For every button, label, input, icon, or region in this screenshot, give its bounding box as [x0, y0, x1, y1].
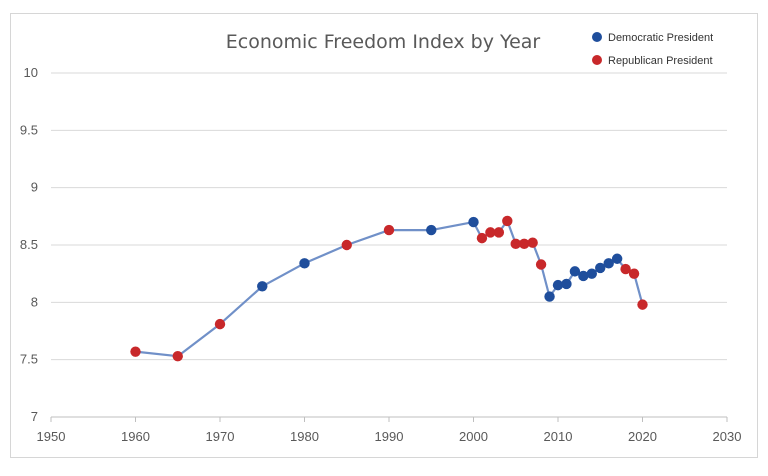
data-point-republican: [510, 238, 521, 250]
x-tick-label: 2000: [459, 429, 488, 444]
legend-label-democratic: Democratic President: [608, 32, 713, 44]
data-point-republican: [519, 238, 530, 250]
data-point-democratic: [578, 270, 589, 282]
y-tick-label: 9.5: [20, 122, 38, 137]
data-point-republican: [502, 215, 513, 227]
series: [130, 215, 648, 362]
data-point-republican: [172, 351, 183, 362]
chart-title: Economic Freedom Index by Year: [226, 31, 541, 53]
data-point-republican: [535, 259, 547, 270]
data-point-republican: [130, 346, 141, 357]
legend: Democratic President Republican Presiden…: [592, 32, 713, 67]
data-point-democratic: [544, 291, 555, 302]
data-point-democratic: [299, 258, 310, 269]
data-point-republican: [493, 227, 505, 238]
x-tick-label: 1960: [121, 429, 150, 444]
data-point-republican: [620, 263, 631, 275]
data-point-democratic: [468, 216, 479, 228]
data-point-democratic: [569, 266, 581, 277]
y-tick-label: 8: [31, 294, 38, 309]
x-tick-label: 1980: [290, 429, 319, 444]
y-tick-label: 7.5: [20, 352, 38, 367]
data-point-republican: [341, 239, 352, 251]
data-point-republican: [637, 299, 648, 310]
data-point-republican: [476, 232, 488, 244]
x-tick-label: 2010: [544, 429, 573, 444]
y-tick-label: 9: [31, 180, 38, 195]
data-point-republican: [527, 237, 538, 248]
data-point-democratic: [586, 268, 597, 279]
data-point-democratic: [595, 262, 606, 274]
x-tick-label: 2020: [628, 429, 657, 444]
y-tick-label: 7: [31, 409, 38, 424]
data-point-republican: [214, 318, 226, 330]
x-tick-label: 2030: [713, 429, 742, 444]
x-tick-label: 1950: [37, 429, 66, 444]
x-tick-label: 1990: [375, 429, 404, 444]
data-point-democratic: [552, 279, 564, 291]
data-point-democratic: [426, 224, 437, 236]
chart-frame: [10, 13, 758, 458]
legend-marker-republican: [592, 55, 602, 65]
legend-marker-democratic: [592, 32, 602, 42]
data-point-democratic: [611, 253, 623, 264]
x-tick-label: 1970: [206, 429, 235, 444]
data-point-democratic: [603, 258, 614, 269]
data-point-republican: [485, 227, 496, 238]
data-point-republican: [628, 268, 640, 279]
tick-labels: 7 7.5 8 8.5 9 9.5 10 1950 1960 1970 1980 1990 2000 20…: [20, 65, 742, 444]
axes: [50, 416, 728, 422]
legend-label-republican: Republican President: [608, 55, 713, 67]
grid: [51, 72, 727, 361]
data-point-democratic: [561, 278, 572, 290]
y-tick-label: 10: [24, 65, 38, 80]
y-tick-label: 8.5: [20, 237, 38, 252]
data-point-republican: [383, 224, 395, 236]
data-point-democratic: [257, 281, 268, 292]
